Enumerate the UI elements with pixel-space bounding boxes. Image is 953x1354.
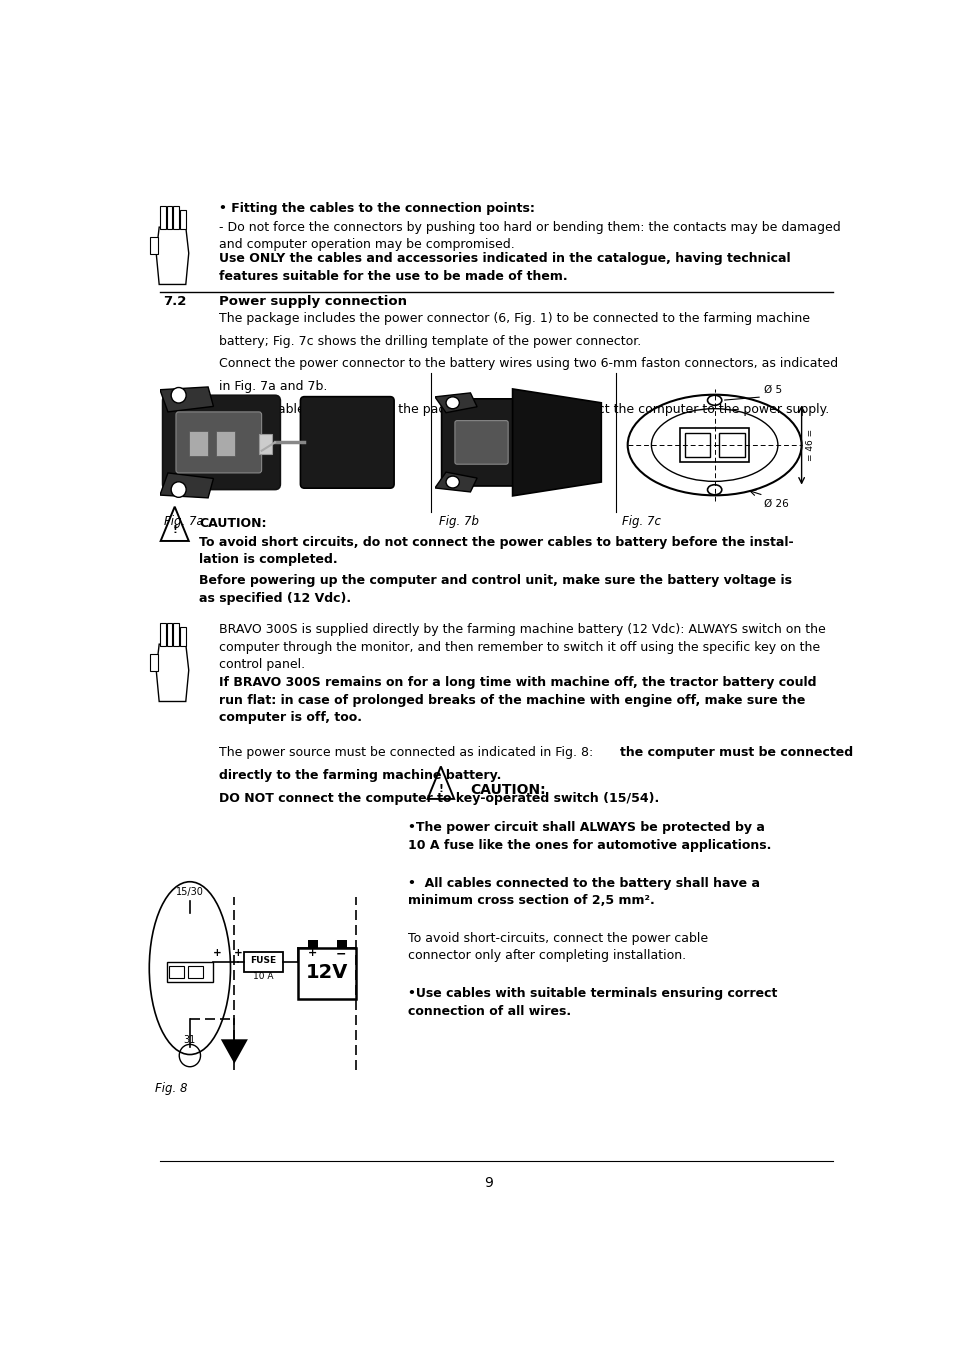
Text: Connect the power connector to the battery wires using two 6-mm faston connector: Connect the power connector to the batte… bbox=[219, 357, 838, 371]
Text: Use ONLY the cables and accessories indicated in the catalogue, having technical: Use ONLY the cables and accessories indi… bbox=[219, 252, 790, 283]
Text: The package includes the power connector (6, Fig. 1) to be connected to the farm: The package includes the power connector… bbox=[219, 311, 809, 325]
Bar bbox=[151, 654, 157, 672]
Text: the computer must be connected: the computer must be connected bbox=[619, 746, 852, 760]
Text: •Use cables with suitable terminals ensuring correct
connection of all wires.: •Use cables with suitable terminals ensu… bbox=[407, 987, 776, 1017]
Text: To avoid short circuits, do not connect the power cables to battery before the i: To avoid short circuits, do not connect … bbox=[199, 536, 793, 566]
Bar bbox=[180, 210, 186, 229]
Text: BRAVO 300S is supplied directly by the farming machine battery (12 Vdc): ALWAYS : BRAVO 300S is supplied directly by the f… bbox=[219, 623, 825, 672]
Text: CAUTION:: CAUTION: bbox=[470, 783, 545, 796]
Text: Power supply connection: Power supply connection bbox=[219, 295, 407, 307]
Text: battery; Fig. 7c shows the drilling template of the power connector.: battery; Fig. 7c shows the drilling temp… bbox=[219, 334, 640, 348]
Bar bbox=[173, 206, 179, 229]
Bar bbox=[180, 627, 186, 646]
Bar bbox=[167, 206, 172, 229]
Text: •  All cables connected to the battery shall have a
minimum cross section of 2,5: • All cables connected to the battery sh… bbox=[407, 876, 759, 907]
Text: CAUTION:: CAUTION: bbox=[199, 517, 266, 529]
Text: 7.2: 7.2 bbox=[164, 295, 187, 307]
Bar bbox=[160, 623, 166, 646]
Bar bbox=[173, 623, 179, 646]
Text: •The power circuit shall ALWAYS be protected by a
10 A fuse like the ones for au: •The power circuit shall ALWAYS be prote… bbox=[407, 822, 770, 852]
Bar bbox=[160, 206, 166, 229]
Text: Fig. 7c: Fig. 7c bbox=[621, 515, 660, 528]
Text: DO NOT connect the computer to key-operated switch (15/54).: DO NOT connect the computer to key-opera… bbox=[219, 792, 659, 806]
Text: Before powering up the computer and control unit, make sure the battery voltage : Before powering up the computer and cont… bbox=[199, 574, 791, 605]
Polygon shape bbox=[156, 227, 189, 284]
Text: 9: 9 bbox=[484, 1175, 493, 1190]
Text: Fig. 8: Fig. 8 bbox=[154, 1082, 187, 1095]
Text: The power source must be connected as indicated in Fig. 8:: The power source must be connected as in… bbox=[219, 746, 597, 760]
Text: directly to the farming machine battery.: directly to the farming machine battery. bbox=[219, 769, 501, 783]
Polygon shape bbox=[156, 645, 189, 701]
Text: in Fig. 7a and 7b.: in Fig. 7a and 7b. bbox=[219, 380, 327, 394]
Text: To avoid short-circuits, connect the power cable
connector only after completing: To avoid short-circuits, connect the pow… bbox=[407, 932, 707, 963]
Text: Use the cable provided with the package (3, Fig. 1) to connect the computer to t: Use the cable provided with the package … bbox=[219, 403, 828, 417]
Text: !: ! bbox=[172, 525, 177, 535]
Text: If BRAVO 300S remains on for a long time with machine off, the tractor battery c: If BRAVO 300S remains on for a long time… bbox=[219, 677, 816, 724]
Text: • Fitting the cables to the connection points:: • Fitting the cables to the connection p… bbox=[219, 202, 535, 215]
Bar bbox=[151, 237, 157, 255]
Text: - Do not force the connectors by pushing too hard or bending them: the contacts : - Do not force the connectors by pushing… bbox=[219, 221, 840, 252]
Text: Fig. 7a: Fig. 7a bbox=[164, 515, 203, 528]
Bar bbox=[167, 623, 172, 646]
Text: !: ! bbox=[438, 784, 443, 793]
Text: Fig. 7b: Fig. 7b bbox=[438, 515, 478, 528]
